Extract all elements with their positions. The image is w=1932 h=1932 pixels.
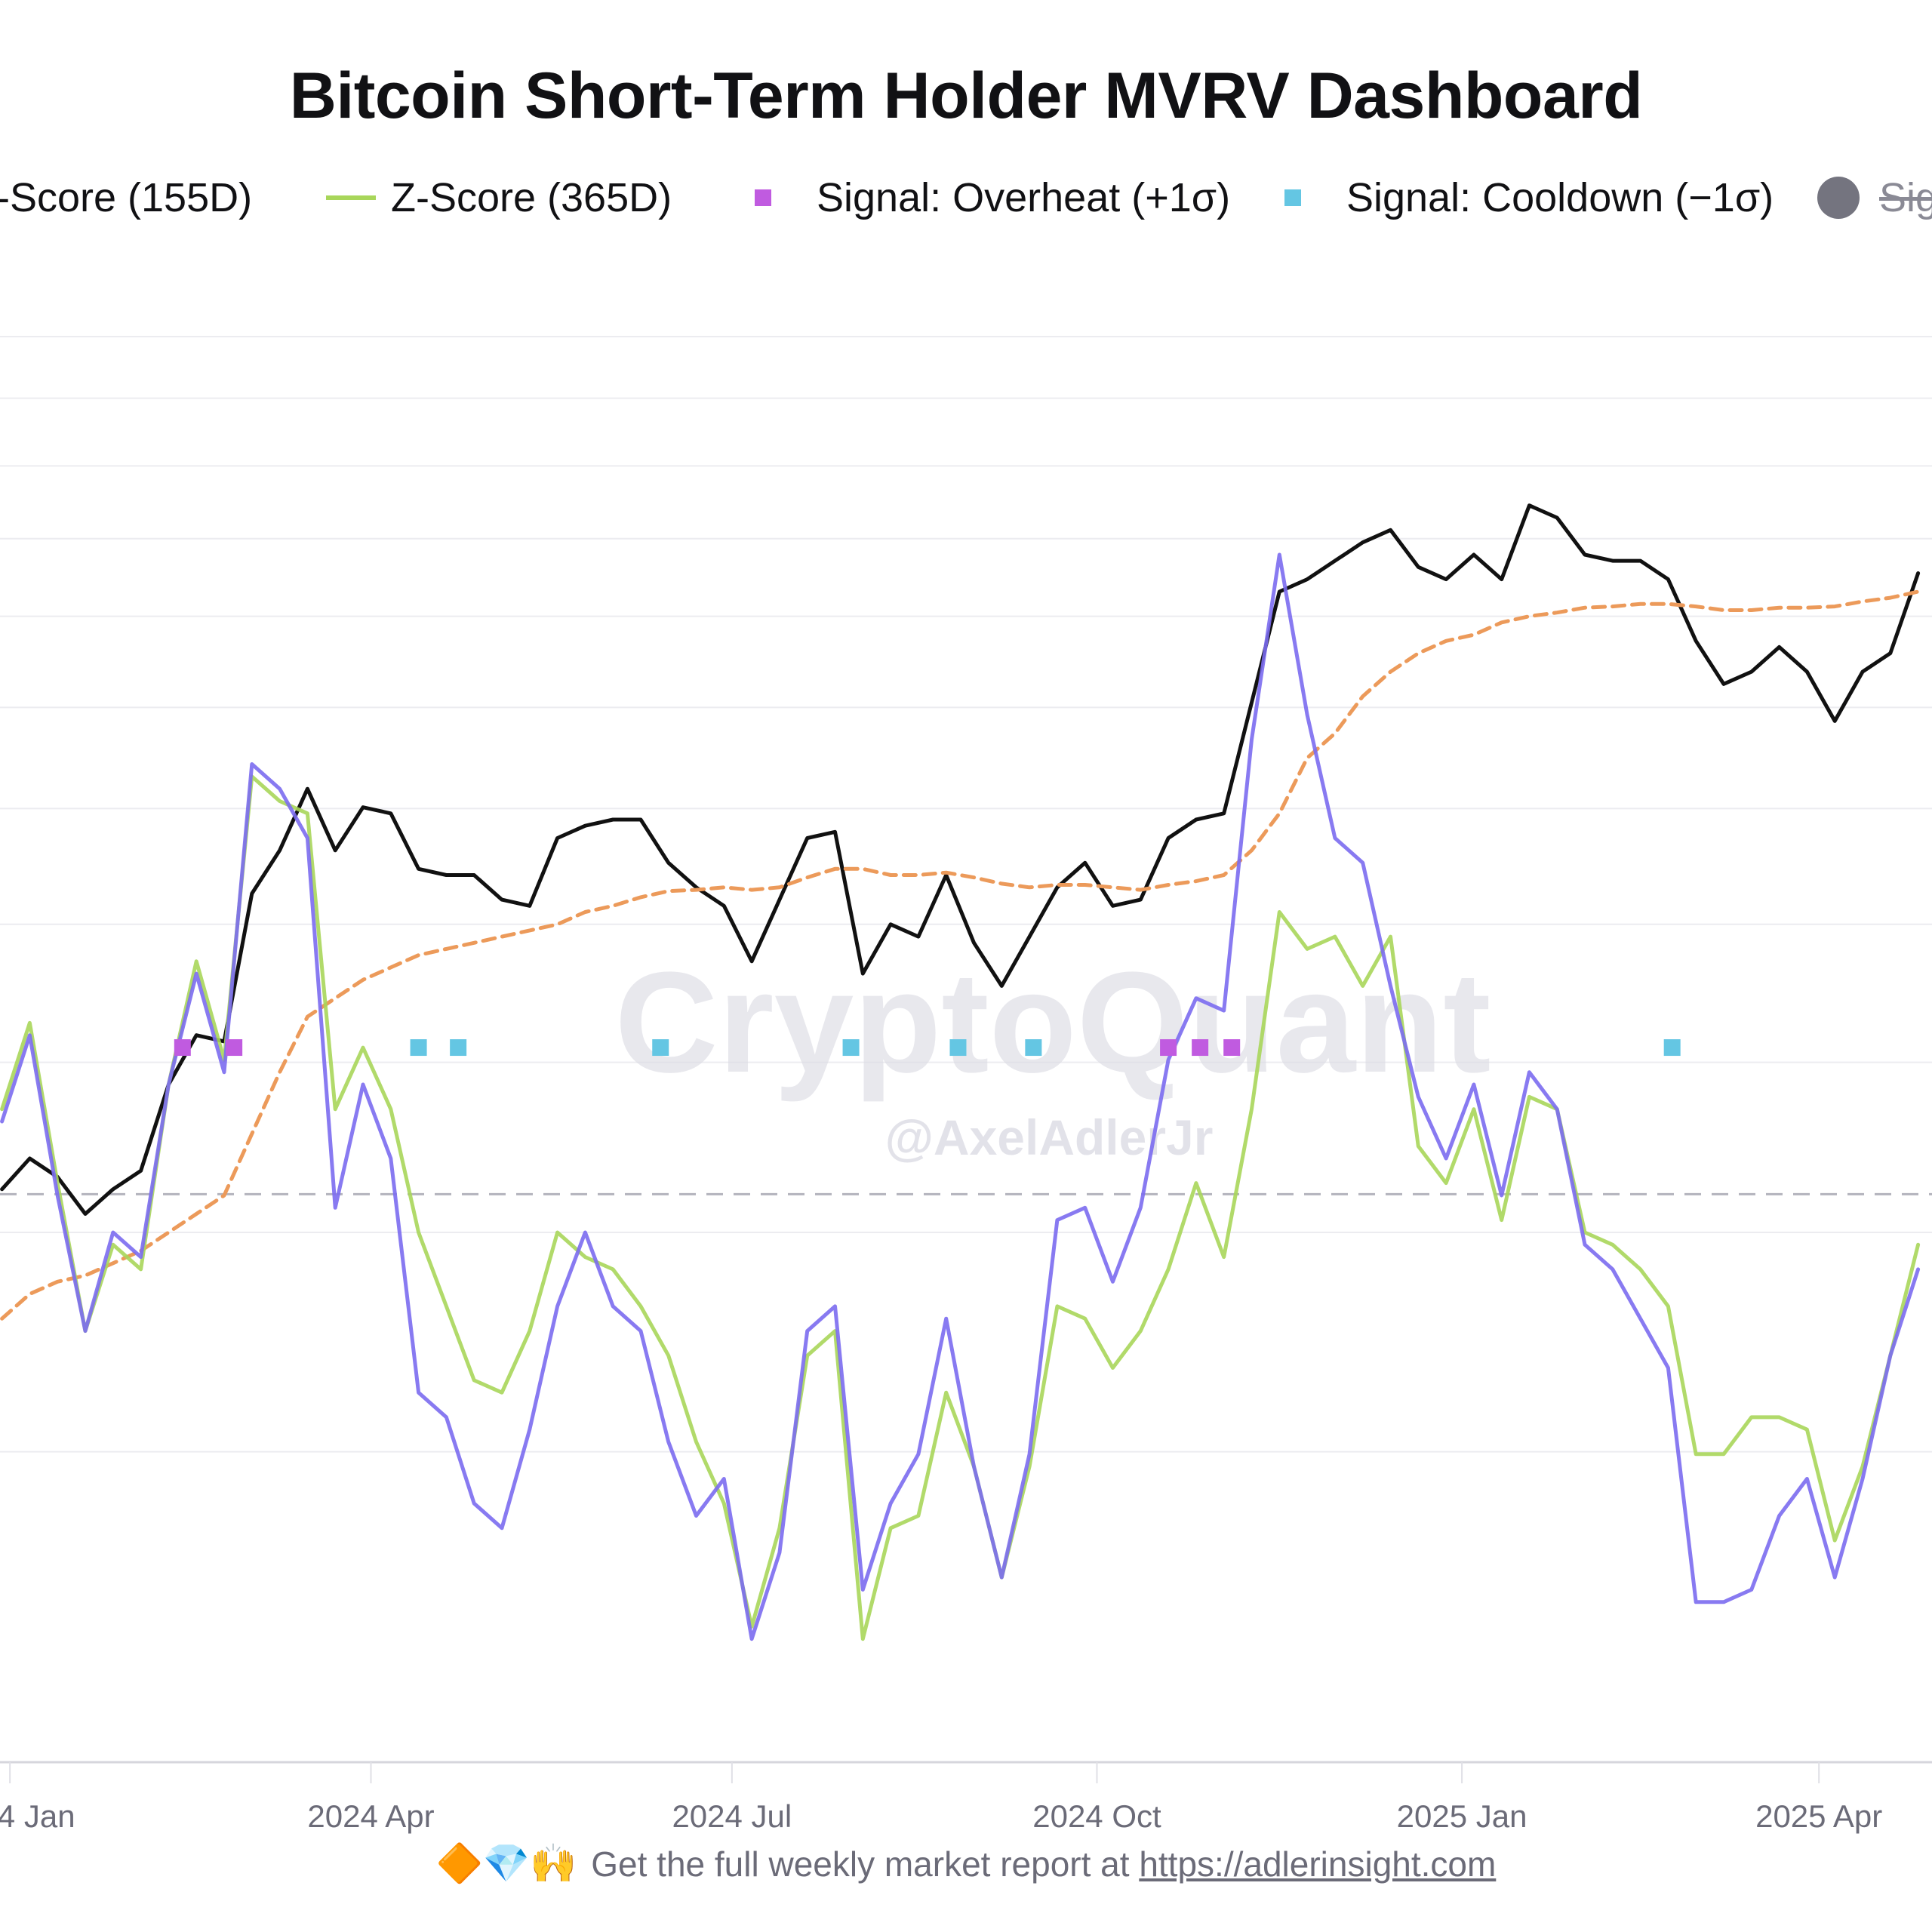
legend-label: Sig [1879, 175, 1932, 220]
legend-label: Signal: Overheat (+1σ) [817, 175, 1231, 220]
signal-overheat-marker [1223, 1039, 1241, 1057]
legend-label: Z-Score (365D) [391, 175, 672, 220]
watermark-brand: CryptoQuant [614, 943, 1491, 1103]
signal-cooldown-marker [450, 1039, 467, 1057]
series-sth-mvrv [0, 503, 1921, 1216]
diamond-gem-hands-icon: 🔶💎🙌 [435, 1842, 577, 1884]
watermark-handle: @AxelAdlerJr [885, 1109, 1214, 1165]
watermark: CryptoQuant @AxelAdlerJr [614, 943, 1491, 1165]
x-tick-label: 2024 Jul [672, 1798, 792, 1834]
square-swatch-icon [755, 189, 771, 206]
footer-text: Get the full weekly market report at [591, 1844, 1130, 1884]
signal-overheat-marker [1160, 1039, 1177, 1057]
legend-label: Z-Score (155D) [0, 175, 253, 220]
legend-item-hidden-signal[interactable]: Sig [1817, 168, 1932, 228]
signal-overheat-marker [226, 1039, 243, 1057]
x-tick-label: 2024 Apr [307, 1798, 434, 1834]
footer-link[interactable]: https://adlerinsight.com [1139, 1844, 1497, 1884]
x-tick-label: 2025 Apr [1755, 1798, 1882, 1834]
x-axis: 2024 Jan 2024 Apr 2024 Jul 2024 Oct 2025 Jan… [0, 1761, 1932, 1834]
x-tick-label: 2025 Jan [1397, 1798, 1527, 1834]
signal-cooldown-marker [949, 1039, 967, 1057]
x-tick-label: 2024 Oct [1032, 1798, 1161, 1834]
signal-cooldown-marker [1663, 1039, 1681, 1057]
signal-cooldown-marker [652, 1039, 669, 1057]
footer: 🔶💎🙌 Get the full weekly market report at… [0, 1841, 1932, 1886]
series-z-score-155d [0, 552, 1921, 1641]
series-lines [0, 503, 1921, 1641]
signal-cooldown-marker [1025, 1039, 1042, 1057]
legend: Z-Score (155D) Z-Score (365D) Signal: Ov… [0, 168, 1932, 228]
x-tick-label: 2024 Jan [0, 1798, 75, 1834]
legend-item-zscore-365d[interactable]: Z-Score (365D) [326, 168, 672, 228]
grid-lines [0, 336, 1932, 1453]
chart-title: Bitcoin Short-Term Holder MVRV Dashboard [289, 60, 1643, 132]
square-swatch-icon [1284, 189, 1301, 206]
signal-overheat-marker [1192, 1039, 1209, 1057]
legend-item-zscore-155d[interactable]: Z-Score (155D) [0, 168, 252, 228]
signal-cooldown-marker [410, 1039, 427, 1057]
legend-label: Signal: Cooldown (−1σ) [1346, 175, 1774, 220]
signal-markers [174, 1039, 1681, 1057]
line-swatch-icon [326, 195, 376, 200]
signal-cooldown-marker [842, 1039, 860, 1057]
circle-swatch-icon [1817, 177, 1860, 219]
legend-item-cooldown[interactable]: Signal: Cooldown (−1σ) [1284, 168, 1774, 228]
signal-overheat-marker [174, 1039, 191, 1057]
series-z-score-365d [0, 774, 1921, 1641]
legend-item-overheat[interactable]: Signal: Overheat (+1σ) [755, 168, 1230, 228]
